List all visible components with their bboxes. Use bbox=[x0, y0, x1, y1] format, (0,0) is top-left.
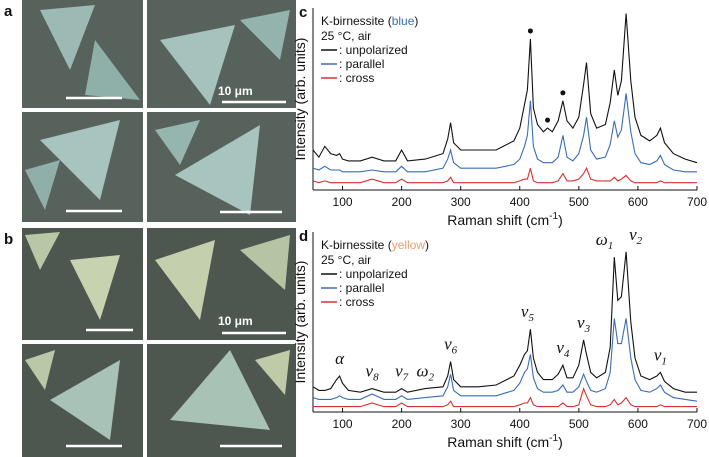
peak-annotation: ν4 bbox=[556, 338, 570, 360]
legend-title-part: yellow bbox=[392, 238, 426, 252]
annotation-sub: 5 bbox=[528, 312, 534, 324]
x-axis-label-part: -1 bbox=[549, 433, 558, 444]
annotation-sub: 2 bbox=[429, 372, 435, 384]
annotation-symbol: ν bbox=[629, 225, 637, 244]
peak-annotation: ν2 bbox=[629, 225, 643, 247]
x-tick-label: 400 bbox=[510, 195, 530, 209]
x-tick-label: 500 bbox=[569, 195, 589, 209]
x-axis-label-part: ) bbox=[558, 212, 563, 228]
peak-dot bbox=[560, 90, 566, 96]
annotation-symbol: ν bbox=[444, 335, 452, 354]
peak-annotation: ν5 bbox=[521, 302, 535, 324]
peak-annotation: ν1 bbox=[654, 345, 667, 367]
panel-label: b bbox=[4, 231, 13, 248]
y-axis-label: Intensity (arb. units) bbox=[292, 38, 308, 161]
annotation-symbol: ν bbox=[521, 302, 529, 321]
x-axis-label-part: ) bbox=[558, 434, 563, 450]
legend-label: : cross bbox=[339, 71, 374, 85]
peak-annotation: α bbox=[335, 349, 345, 368]
legend-label: : unpolarized bbox=[339, 43, 408, 57]
spectrum-line bbox=[312, 318, 698, 402]
spectrum-line bbox=[313, 386, 697, 408]
annotation-symbol: ν bbox=[556, 338, 564, 357]
x-tick-label: 500 bbox=[569, 417, 589, 431]
peak-dot bbox=[527, 28, 533, 34]
scale-label: 10 μm bbox=[218, 84, 253, 98]
x-axis-label-part: Raman shift (cm bbox=[447, 434, 549, 450]
annotation-symbol: α bbox=[335, 349, 345, 368]
scale-label: 10 μm bbox=[218, 314, 253, 328]
x-axis-label-part: Raman shift (cm bbox=[447, 212, 549, 228]
x-tick-label: 300 bbox=[451, 195, 471, 209]
peak-annotation: ω1 bbox=[596, 230, 614, 252]
legend-label: : parallel bbox=[339, 281, 384, 295]
x-tick-label: 200 bbox=[392, 417, 412, 431]
x-tick-label: 600 bbox=[628, 417, 648, 431]
legend-title: K-birnessite (blue) bbox=[321, 14, 418, 28]
legend-label: : cross bbox=[339, 295, 374, 309]
annotation-symbol: ν bbox=[366, 362, 374, 381]
spectrum-line bbox=[312, 166, 697, 184]
x-tick-label: 100 bbox=[333, 417, 353, 431]
annotation-sub: 2 bbox=[637, 235, 643, 247]
legend-title-part: ) bbox=[414, 14, 418, 28]
legend-subtitle: 25 °C, air bbox=[321, 253, 371, 267]
spectrum-line bbox=[312, 251, 697, 393]
legend-title-part: ) bbox=[425, 238, 429, 252]
x-axis-label: Raman shift (cm-1) bbox=[447, 211, 563, 228]
x-tick-label: 700 bbox=[687, 195, 707, 209]
annotation-sub: 6 bbox=[452, 345, 458, 357]
annotation-sub: 8 bbox=[373, 372, 379, 384]
annotation-sub: 7 bbox=[403, 372, 409, 384]
legend-title-part: K-birnessite ( bbox=[321, 238, 392, 252]
x-tick-label: 100 bbox=[333, 195, 353, 209]
annotation-sub: 1 bbox=[661, 355, 667, 367]
annotation-symbol: ν bbox=[577, 313, 585, 332]
panel-label: a bbox=[4, 3, 13, 20]
x-tick-label: 400 bbox=[510, 417, 530, 431]
x-axis-label-part: -1 bbox=[549, 211, 558, 222]
legend-title-part: blue bbox=[392, 14, 415, 28]
panel-label: c bbox=[299, 4, 307, 21]
legend-title: K-birnessite (yellow) bbox=[321, 238, 429, 252]
legend-subtitle: 25 °C, air bbox=[321, 29, 371, 43]
annotation-sub: 1 bbox=[608, 240, 614, 252]
peak-annotation: ν6 bbox=[444, 335, 458, 357]
annotation-sub: 3 bbox=[584, 323, 591, 335]
peak-annotation: ν3 bbox=[577, 313, 591, 335]
annotation-symbol: ν bbox=[395, 362, 403, 381]
panel-label: d bbox=[299, 228, 308, 245]
legend-label: : parallel bbox=[339, 57, 384, 71]
spectrum-line bbox=[312, 93, 697, 173]
x-tick-label: 600 bbox=[628, 195, 648, 209]
x-tick-label: 200 bbox=[392, 195, 412, 209]
peak-annotation: ω2 bbox=[416, 362, 434, 384]
x-axis-label: Raman shift (cm-1) bbox=[447, 433, 563, 450]
peak-annotation: ν7 bbox=[395, 362, 409, 384]
micrograph-a bbox=[22, 0, 296, 222]
legend-label: : unpolarized bbox=[339, 267, 408, 281]
spectrum-line bbox=[312, 13, 698, 164]
peak-dot bbox=[545, 117, 551, 123]
y-axis-label: Intensity (arb. units) bbox=[292, 261, 308, 384]
annotation-sub: 4 bbox=[564, 348, 570, 360]
annotation-symbol: ω bbox=[596, 230, 608, 249]
annotation-symbol: ω bbox=[416, 362, 428, 381]
legend-title-part: K-birnessite ( bbox=[321, 14, 392, 28]
x-tick-label: 300 bbox=[451, 417, 471, 431]
peak-annotation: ν8 bbox=[366, 362, 380, 384]
micrograph-b bbox=[22, 228, 296, 457]
annotation-symbol: ν bbox=[654, 345, 662, 364]
x-tick-label: 700 bbox=[687, 417, 707, 431]
